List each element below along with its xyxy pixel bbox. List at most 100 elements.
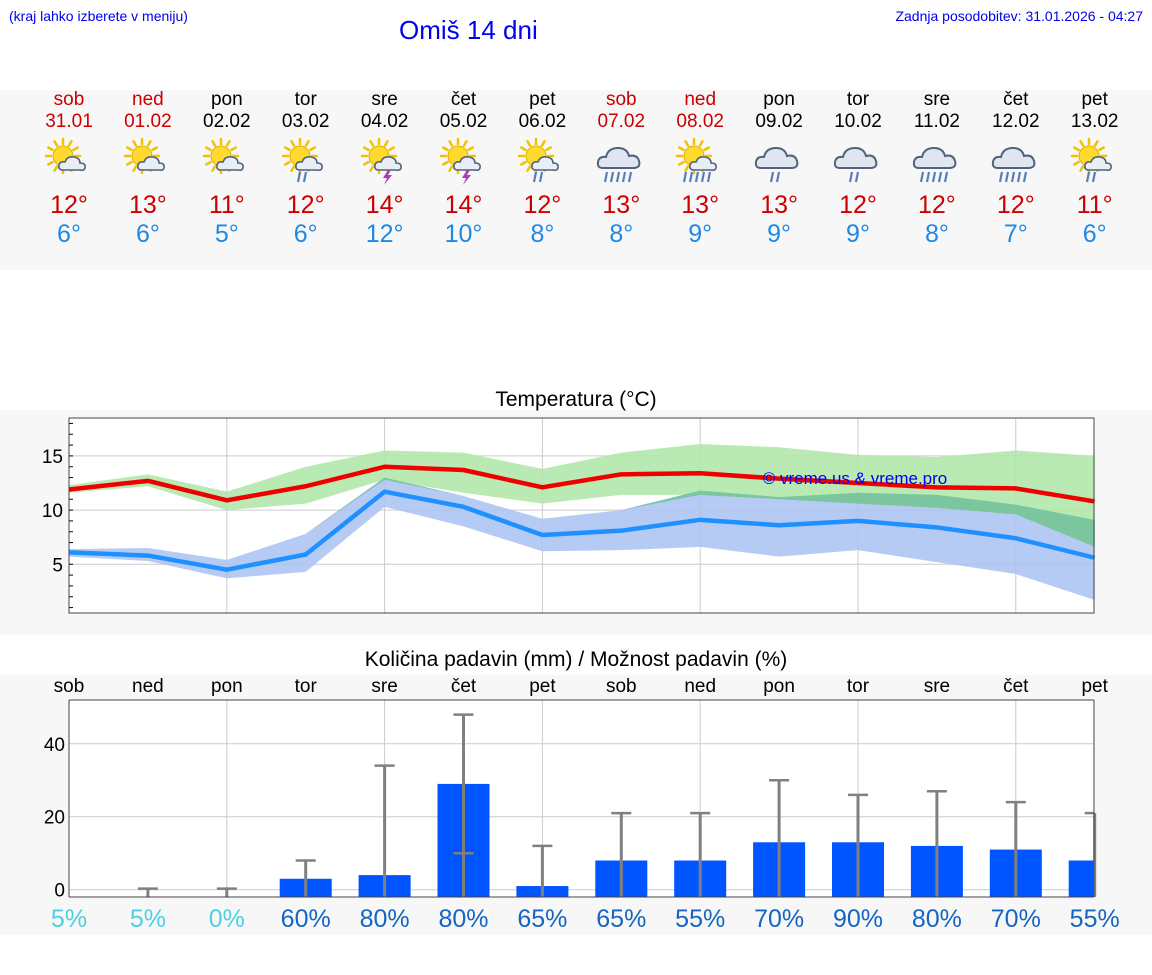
sun-shape	[518, 138, 555, 175]
y-tick-label: 10	[42, 501, 63, 522]
precipitation-probability: 70%	[754, 905, 804, 933]
day-date: 03.02	[281, 111, 330, 132]
day-name: tor	[846, 89, 870, 110]
location-hint-link[interactable]: (kraj lahko izberete v meniju)	[9, 8, 188, 24]
sun-cloud-icon	[187, 133, 267, 191]
precipitation-bar	[1068, 860, 1094, 897]
max-range-band	[69, 444, 1095, 547]
day-name: ned	[684, 89, 717, 110]
day-label: ned	[132, 676, 164, 697]
min-temperature: 9°	[767, 220, 792, 248]
day-name: pon	[210, 89, 243, 110]
day-date: 07.02	[597, 111, 646, 132]
precipitation-probability: 70%	[991, 905, 1041, 933]
y-tick-label: 5	[52, 555, 63, 576]
cloud-shape	[1083, 156, 1112, 172]
min-temperature: 8°	[924, 220, 949, 248]
plot-frame	[68, 417, 1095, 614]
day-date: 11.02	[913, 111, 960, 132]
cloud-shape	[294, 156, 323, 172]
precipitation-probability: 80%	[360, 905, 410, 933]
min-temperature: 6°	[1082, 220, 1107, 248]
sun-cloud-icon	[29, 133, 109, 191]
precipitation-probability: 90%	[833, 905, 883, 933]
precipitation-probability: 80%	[438, 905, 488, 933]
min-temperature: 6°	[293, 220, 318, 248]
day-label: čet	[1003, 676, 1029, 697]
day-label: pet	[1081, 676, 1108, 697]
cloud-shape	[991, 146, 1036, 169]
min-temperature: 6°	[57, 220, 81, 248]
day-label: pet	[529, 676, 556, 697]
y-tick-label: 15	[42, 447, 63, 468]
max-temperature: 12°	[286, 191, 325, 219]
sun-cloud-rain-icon	[502, 133, 582, 191]
day-label: sob	[606, 676, 637, 697]
day-name: pet	[529, 89, 556, 110]
max-temperature: 11°	[1076, 191, 1113, 219]
sun-cloud-icon	[108, 133, 188, 191]
day-date: 09.02	[755, 111, 803, 132]
max-temperature: 13°	[681, 191, 720, 219]
precipitation-probability: 55%	[1070, 905, 1120, 933]
day-column: pet 06.02 12° 8°	[502, 89, 582, 249]
day-date: 04.02	[360, 111, 409, 132]
sun-cloud-rain-icon	[1055, 133, 1135, 191]
cloud-shape	[754, 146, 799, 169]
min-temperature: 8°	[609, 220, 634, 248]
day-date: 31.01	[45, 111, 93, 132]
max-temperature: 12°	[523, 191, 562, 219]
day-name: sre	[371, 89, 398, 110]
precipitation-probability: 0%	[209, 905, 245, 933]
cloud-shape	[58, 156, 86, 172]
day-date: 02.02	[203, 111, 251, 132]
cloud-rain-icon	[818, 133, 898, 191]
min-temperature: 12°	[365, 220, 404, 248]
lightning-bolt	[382, 170, 392, 185]
rain-drops	[998, 171, 1027, 183]
day-column: sre 04.02 14° 12°	[345, 89, 425, 249]
day-column: tor 10.02 12° 9°	[818, 89, 898, 249]
max-temperature: 13°	[602, 191, 641, 219]
day-label: čet	[451, 676, 477, 697]
rain-drops	[919, 171, 948, 183]
cloud-shape	[373, 156, 402, 172]
cloud-shape	[452, 156, 481, 172]
max-temperature: 12°	[839, 191, 877, 219]
max-temperature: 12°	[996, 191, 1035, 219]
cloud-shape	[215, 156, 244, 172]
day-date: 08.02	[676, 111, 724, 132]
precipitation-chart: 0 20 40 sob ned pon tor sre čet pet sob ned pon tor sr…	[44, 676, 1120, 933]
sun-thunder-icon	[345, 133, 425, 191]
cloud-shape	[597, 146, 641, 169]
day-name: sob	[605, 89, 637, 110]
rain-drops	[1085, 171, 1096, 183]
rain-drops	[770, 171, 781, 183]
min-temperature: 6°	[135, 220, 160, 248]
day-column: pon 09.02 13° 9°	[739, 89, 819, 249]
cloud-rain-icon	[739, 133, 819, 191]
day-column: sre 11.02 12° 8°	[897, 89, 977, 249]
precipitation-probability: 5%	[51, 905, 87, 933]
day-label: sob	[54, 676, 85, 697]
min-temperature: 8°	[530, 220, 555, 248]
daily-forecast-panel	[0, 90, 1152, 270]
day-name: čet	[1003, 89, 1029, 110]
precipitation-probability: 80%	[912, 905, 962, 933]
precipitation-probability: 5%	[130, 905, 166, 933]
day-name: sob	[53, 89, 85, 110]
day-column: tor 03.02 12° 6°	[266, 89, 346, 249]
day-date: 12.02	[992, 111, 1040, 132]
y-tick-label: 20	[44, 808, 65, 829]
day-column: ned 08.02 13° 9°	[660, 89, 740, 249]
day-label: sre	[924, 676, 950, 697]
max-temperature-line	[68, 464, 1096, 504]
min-temperature-line	[68, 489, 1096, 572]
day-label: tor	[847, 676, 870, 697]
max-temperature: 11°	[208, 191, 245, 219]
cloud-heavy-rain-icon	[897, 133, 977, 191]
max-temperature: 14°	[365, 191, 404, 219]
day-column: sob 07.02 13° 8°	[581, 89, 661, 249]
sun-cloud-rain-icon	[266, 133, 346, 191]
last-updated-label: Zadnja posodobitev: 31.01.2026 - 04:27	[895, 8, 1143, 24]
